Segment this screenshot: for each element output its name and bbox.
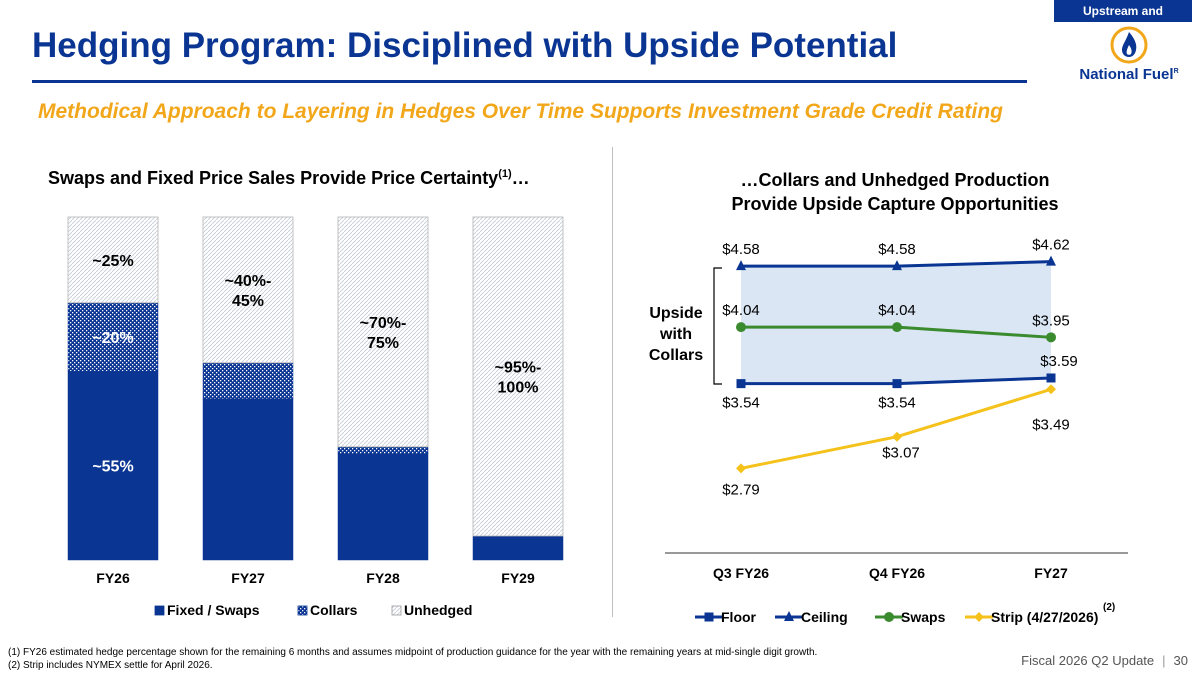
point-swaps-2	[1046, 332, 1056, 343]
upside-label-line-1: with	[659, 326, 692, 343]
legend-marker-floor	[704, 612, 714, 622]
price-line-chart: Upside with Collars $3.54 $3.54 $3.59 $4.58 $4.…	[649, 237, 1128, 625]
data-label-ceiling-2: $4.62	[1032, 237, 1070, 254]
bar-fy27-fixed-swaps	[202, 398, 294, 561]
bar-fy26-unhedged	[67, 216, 159, 304]
point-swaps-1	[892, 322, 902, 333]
upside-bracket	[713, 267, 722, 385]
x-tick-label-q4-fy26: Q4 FY26	[869, 565, 925, 581]
legend-swatch-fixed-swaps	[154, 605, 165, 616]
footnote-2: (2) Strip includes NYMEX settle for Apri…	[8, 660, 213, 671]
right-chart-heading: …Collars and Unhedged Production Provide…	[680, 168, 1110, 216]
segment-label-fy26-1-0: ~20%	[92, 330, 133, 347]
bar-fy29-fixed-swaps	[472, 535, 564, 561]
legend-marker-ceiling	[784, 611, 794, 621]
right-heading-line2: Provide Upside Capture Opportunities	[731, 194, 1059, 214]
footer-separator: |	[1162, 653, 1166, 668]
segment-label-fy26-2-0: ~55%	[92, 459, 133, 476]
bar-fy29-unhedged	[472, 216, 564, 537]
deck-label: Fiscal 2026 Q2 Update	[1021, 653, 1155, 668]
page-title: Hedging Program: Disciplined with Upside…	[32, 26, 898, 65]
segment-label-fy29-5-1: 100%	[498, 379, 539, 396]
data-label-swaps-0: $4.04	[722, 302, 760, 319]
logo-wordmark: National FuelR	[1079, 66, 1179, 83]
bar-fy28-fixed-swaps	[337, 453, 429, 561]
legend-marker-swaps	[884, 612, 894, 622]
legend-label-swaps: Swaps	[901, 609, 946, 625]
page-footer: Fiscal 2026 Q2 Update | 30	[1021, 653, 1188, 668]
data-label-ceiling-0: $4.58	[722, 241, 760, 258]
flame-icon	[1110, 26, 1148, 64]
data-label-strip-4-27-2026-0: $2.79	[722, 481, 760, 498]
legend-label-fixed-swaps: Fixed / Swaps	[167, 602, 260, 618]
data-label-floor-1: $3.54	[878, 395, 916, 412]
title-underline	[32, 80, 1027, 83]
segment-label-fy28-4-0: ~70%-	[360, 315, 407, 332]
x-tick-label-fy26: FY26	[96, 570, 130, 586]
data-label-floor-2: $3.59	[1040, 353, 1078, 370]
point-ceiling-2	[1046, 255, 1056, 266]
bar-fy28-unhedged	[337, 216, 429, 448]
upside-label-line-2: Collars	[649, 347, 703, 364]
legend-label-floor: Floor	[721, 609, 757, 625]
legend-label-unhedged: Unhedged	[404, 602, 472, 618]
left-chart-heading: Swaps and Fixed Price Sales Provide Pric…	[48, 168, 530, 188]
page-number: 30	[1173, 653, 1188, 668]
point-strip-4-27-2026-0	[736, 463, 746, 474]
legend-swatch-unhedged	[391, 605, 402, 616]
bar-fy26-fixed-swaps	[67, 371, 159, 561]
data-label-swaps-1: $4.04	[878, 302, 916, 319]
bar-fy26-collars	[67, 302, 159, 372]
legend-marker-strip-4-27-2026	[974, 612, 984, 622]
point-swaps-0	[736, 322, 746, 333]
point-ceiling-0	[736, 260, 746, 271]
company-logo: National FuelR	[1070, 26, 1188, 88]
segment-label-fy28-4-1: 75%	[367, 335, 399, 352]
legend-swatch-collars	[297, 605, 308, 616]
segment-label-fy27-3-0: ~40%-	[225, 273, 272, 290]
point-ceiling-1	[892, 260, 902, 271]
x-tick-label-fy28: FY28	[366, 570, 400, 586]
data-label-strip-4-27-2026-2: $3.49	[1032, 416, 1070, 433]
hedge-percentage-bar-chart: FY26 FY27 FY28 FY29 ~25% ~20% ~55% ~40%- 45% ~70%…	[67, 216, 564, 618]
legend-footnote-mark: (2)	[1103, 602, 1115, 613]
segment-label-fy26-0-0: ~25%	[92, 253, 133, 270]
x-tick-label-fy27: FY27	[231, 570, 265, 586]
footnotes: (1) FY26 estimated hedge percentage show…	[8, 646, 817, 672]
segment-label-fy29-5-0: ~95%-	[495, 359, 542, 376]
x-tick-label-fy27: FY27	[1034, 565, 1068, 581]
point-floor-0	[736, 379, 746, 389]
panel-divider	[612, 147, 613, 617]
point-floor-2	[1046, 373, 1056, 383]
data-label-ceiling-1: $4.58	[878, 241, 916, 258]
point-strip-4-27-2026-2	[1046, 384, 1056, 395]
upside-label-line-0: Upside	[649, 305, 702, 322]
data-label-strip-4-27-2026-1: $3.07	[882, 445, 920, 462]
segment-label-fy27-3-1: 45%	[232, 293, 264, 310]
legend-label-collars: Collars	[310, 602, 358, 618]
legend-label-strip-4-27-2026: Strip (4/27/2026)	[991, 609, 1098, 625]
data-label-floor-0: $3.54	[722, 395, 760, 412]
footnote-1: (1) FY26 estimated hedge percentage show…	[8, 647, 818, 658]
page-subtitle: Methodical Approach to Layering in Hedge…	[38, 100, 1004, 123]
right-heading-line1: …Collars and Unhedged Production	[740, 170, 1050, 190]
point-strip-4-27-2026-1	[892, 431, 902, 442]
x-tick-label-fy29: FY29	[501, 570, 535, 586]
bar-fy27-collars	[202, 362, 294, 400]
x-tick-label-q3-fy26: Q3 FY26	[713, 565, 769, 581]
data-label-swaps-2: $3.95	[1032, 312, 1070, 329]
point-floor-1	[892, 379, 902, 389]
bar-fy27-unhedged	[202, 216, 294, 364]
legend-label-ceiling: Ceiling	[801, 609, 848, 625]
